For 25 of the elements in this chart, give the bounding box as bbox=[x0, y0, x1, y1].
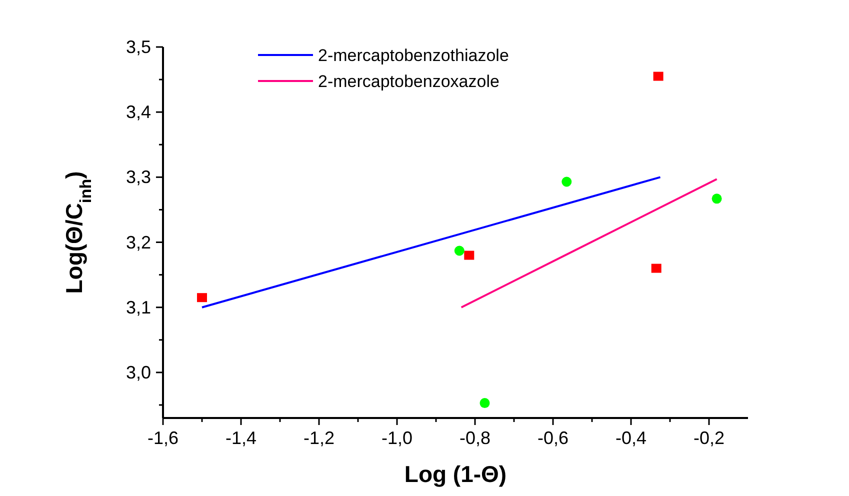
point bbox=[562, 176, 572, 187]
point bbox=[653, 72, 664, 81]
legend-label: 2-mercaptobenzoxazole bbox=[318, 72, 500, 91]
x-tick-label: -0,4 bbox=[615, 428, 647, 448]
x-tick-label: -1,6 bbox=[147, 428, 179, 448]
point bbox=[197, 293, 207, 302]
x-tick-label: -0,6 bbox=[537, 428, 569, 448]
point bbox=[464, 250, 474, 260]
y-tick-label: 3,3 bbox=[126, 167, 151, 188]
y-tick-label: 3,0 bbox=[126, 362, 151, 382]
y-tick-label: 3,4 bbox=[126, 102, 151, 122]
x-tick-label: -1,2 bbox=[303, 428, 335, 448]
point bbox=[651, 264, 662, 273]
x-tick-label: -0,8 bbox=[459, 428, 491, 448]
point bbox=[480, 398, 490, 408]
y-tick-label: 3,5 bbox=[126, 37, 151, 57]
x-tick-label: -1,4 bbox=[225, 428, 257, 448]
point bbox=[454, 246, 464, 256]
y-tick-label: 3,2 bbox=[126, 232, 151, 252]
legend-label: 2-mercaptobenzothiazole bbox=[318, 46, 509, 65]
point bbox=[712, 194, 722, 204]
x-tick-label: -1,0 bbox=[381, 428, 413, 448]
y-tick-label: 3,1 bbox=[126, 297, 151, 318]
x-axis-title: Log (1-Θ) bbox=[404, 461, 507, 487]
x-tick-label: -0,2 bbox=[693, 428, 725, 448]
